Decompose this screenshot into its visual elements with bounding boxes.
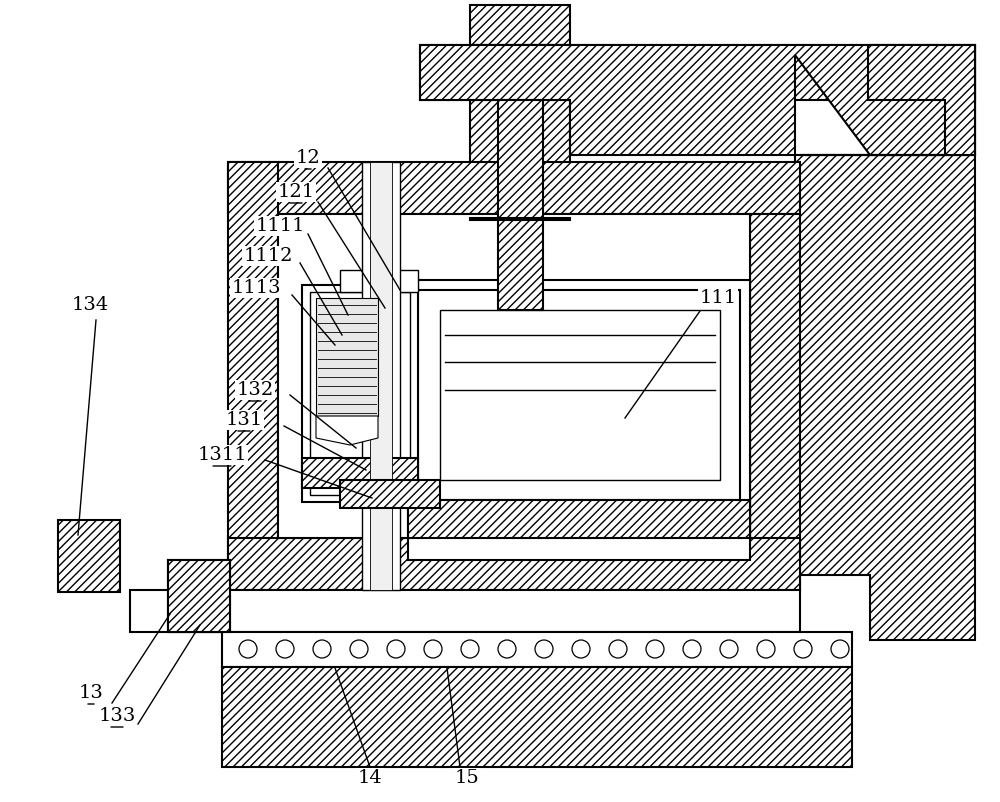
Polygon shape <box>868 45 975 155</box>
Text: 111: 111 <box>699 289 737 307</box>
Text: 121: 121 <box>277 183 315 201</box>
Bar <box>362 162 400 590</box>
Bar <box>750 214 800 590</box>
Bar <box>310 292 410 495</box>
Bar <box>340 270 418 292</box>
Bar <box>302 458 418 488</box>
Text: 12: 12 <box>296 149 320 167</box>
Text: 132: 132 <box>236 381 274 399</box>
Bar <box>316 298 378 416</box>
Bar <box>498 100 543 310</box>
Bar <box>228 538 800 590</box>
Bar <box>370 162 392 590</box>
Text: 13: 13 <box>79 684 103 702</box>
Bar <box>408 280 750 560</box>
Polygon shape <box>795 155 975 640</box>
Bar <box>222 667 852 767</box>
Text: 1113: 1113 <box>231 279 281 297</box>
Bar <box>58 520 120 592</box>
Bar <box>302 285 418 502</box>
Bar <box>470 100 570 220</box>
Bar <box>130 590 800 632</box>
Bar <box>168 560 230 632</box>
Bar <box>168 560 230 632</box>
Text: 15: 15 <box>455 769 479 787</box>
Bar <box>440 310 720 480</box>
Bar <box>228 162 800 214</box>
Bar <box>340 480 440 508</box>
Text: 134: 134 <box>71 296 109 314</box>
Polygon shape <box>420 45 975 155</box>
Text: 1112: 1112 <box>243 247 293 265</box>
Bar <box>418 290 740 500</box>
Polygon shape <box>800 45 975 155</box>
Polygon shape <box>316 416 378 445</box>
Text: 131: 131 <box>225 411 263 429</box>
Bar <box>228 162 278 590</box>
Bar <box>408 500 750 538</box>
Text: 133: 133 <box>98 707 136 725</box>
Bar <box>470 5 570 45</box>
Text: 1311: 1311 <box>197 446 247 464</box>
Bar <box>222 632 852 667</box>
Bar <box>420 45 975 100</box>
Bar <box>278 214 750 538</box>
Text: 14: 14 <box>358 769 382 787</box>
Text: 1111: 1111 <box>255 217 305 235</box>
